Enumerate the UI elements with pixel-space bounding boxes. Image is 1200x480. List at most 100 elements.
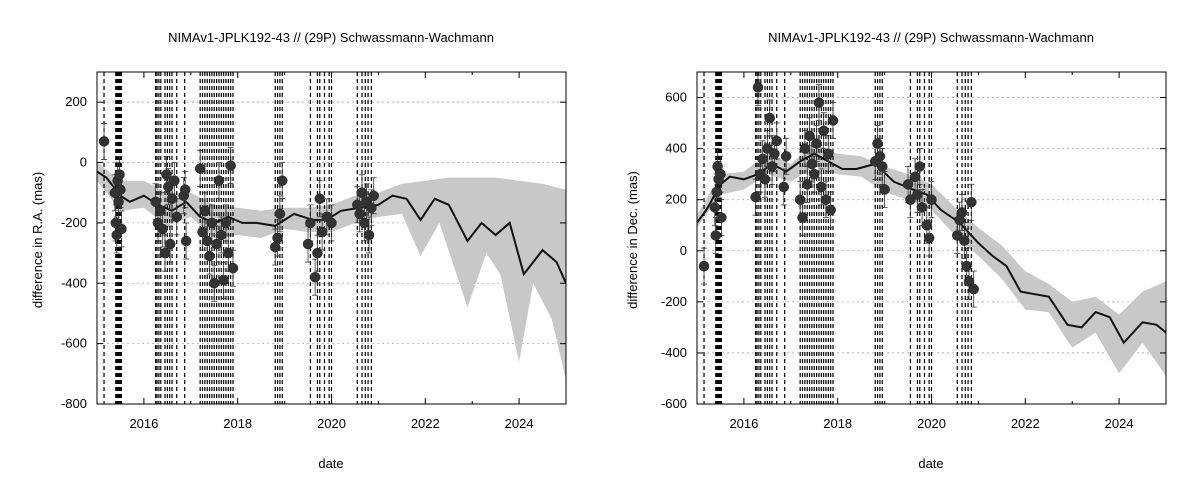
data-point	[314, 193, 326, 205]
data-point-group	[114, 156, 125, 194]
data-point	[363, 229, 375, 241]
data-point	[752, 82, 764, 93]
data-point	[966, 196, 977, 208]
data-point	[879, 184, 890, 195]
chart-title: NIMAv1-JPLK192-43 // (29P) Schwassmann-W…	[768, 30, 1094, 45]
chart-title: NIMAv1-JPLK192-43 // (29P) Schwassmann-W…	[168, 30, 494, 45]
data-point-group	[180, 222, 192, 260]
data-point	[716, 212, 727, 223]
data-point-group	[98, 123, 110, 160]
data-point	[816, 181, 827, 193]
data-point	[171, 211, 182, 223]
data-point-group	[823, 135, 834, 173]
data-point-group	[715, 155, 726, 193]
y-axis: 200 0 -200 -400 -600 -800	[61, 94, 566, 411]
data-point	[309, 271, 321, 283]
data-point	[825, 204, 836, 216]
x-tick-label: 2020	[317, 416, 346, 431]
x-tick-label: 2024	[1105, 416, 1134, 431]
data-point	[312, 247, 323, 259]
data-point	[305, 217, 316, 229]
data-point	[956, 207, 968, 218]
data-point-group	[811, 125, 822, 162]
data-point	[709, 202, 721, 213]
observation-epochs	[703, 72, 972, 404]
data-point	[797, 212, 808, 223]
x-axis-label: date	[318, 456, 343, 471]
data-point-group	[277, 162, 288, 200]
y-tick-label: -600	[61, 336, 87, 351]
data-point	[316, 226, 328, 238]
data-point	[912, 189, 923, 200]
y-tick-label: -200	[61, 215, 87, 230]
data-point-group	[759, 160, 771, 198]
data-point	[914, 161, 926, 172]
data-point-group	[966, 183, 977, 221]
data-point	[199, 205, 211, 217]
observation-epochs	[103, 72, 372, 404]
data-point-group	[209, 264, 220, 302]
data-point-group	[305, 204, 316, 242]
data-point	[872, 138, 883, 149]
data-point	[961, 260, 972, 272]
data-point-group	[218, 261, 229, 299]
data-point	[799, 143, 811, 154]
data-point	[209, 278, 220, 289]
x-tick-label: 2022	[1011, 416, 1040, 431]
data-point-group	[926, 181, 937, 219]
data-point-group	[813, 84, 825, 122]
data-point	[159, 247, 171, 259]
data-point	[780, 151, 792, 162]
data-point-group	[115, 171, 126, 209]
data-point-group	[194, 150, 206, 187]
data-point	[225, 160, 236, 171]
data-series	[98, 123, 379, 302]
data-point	[804, 130, 815, 142]
data-point	[801, 179, 813, 190]
data-point	[926, 194, 937, 205]
data-point	[206, 217, 218, 229]
data-point	[274, 208, 286, 220]
x-axis-label: date	[918, 456, 943, 471]
data-point	[277, 175, 288, 186]
data-point-group	[797, 199, 808, 236]
data-point	[218, 275, 229, 286]
data-point-group	[111, 216, 122, 254]
x-axis: 2016 2018 2020 2022 2024	[696, 72, 1167, 431]
data-point-group	[956, 194, 968, 231]
data-point	[115, 184, 126, 195]
data-point	[757, 153, 768, 165]
y-tick-label: 0	[680, 243, 687, 258]
data-point	[169, 175, 180, 186]
data-point	[368, 190, 379, 201]
data-point-group	[804, 117, 815, 155]
y-tick-label: 600	[665, 90, 687, 105]
data-point-group	[778, 168, 790, 206]
data-point-group	[326, 204, 337, 242]
data-point-group	[750, 178, 761, 216]
data-point	[352, 199, 363, 211]
data-point	[764, 112, 775, 124]
data-point-group	[314, 180, 326, 218]
uncertainty-band	[97, 162, 566, 380]
data-point-group	[818, 112, 829, 150]
data-point	[194, 163, 206, 174]
data-point	[227, 262, 239, 274]
plot-area	[97, 72, 566, 404]
data-point-group	[164, 225, 176, 263]
y-tick-label: -800	[61, 396, 87, 411]
data-point	[223, 247, 234, 259]
x-tick-label: 2020	[917, 416, 946, 431]
data-point	[806, 158, 818, 170]
data-point	[161, 169, 172, 180]
x-tick-label: 2022	[411, 416, 440, 431]
data-point	[326, 217, 337, 229]
data-point-group	[227, 249, 239, 287]
data-point	[356, 187, 368, 198]
data-point-group	[963, 263, 975, 300]
data-point-group	[169, 162, 180, 200]
data-point-group	[274, 195, 286, 233]
data-point	[180, 235, 192, 247]
data-point	[302, 238, 314, 250]
data-point	[809, 168, 820, 180]
